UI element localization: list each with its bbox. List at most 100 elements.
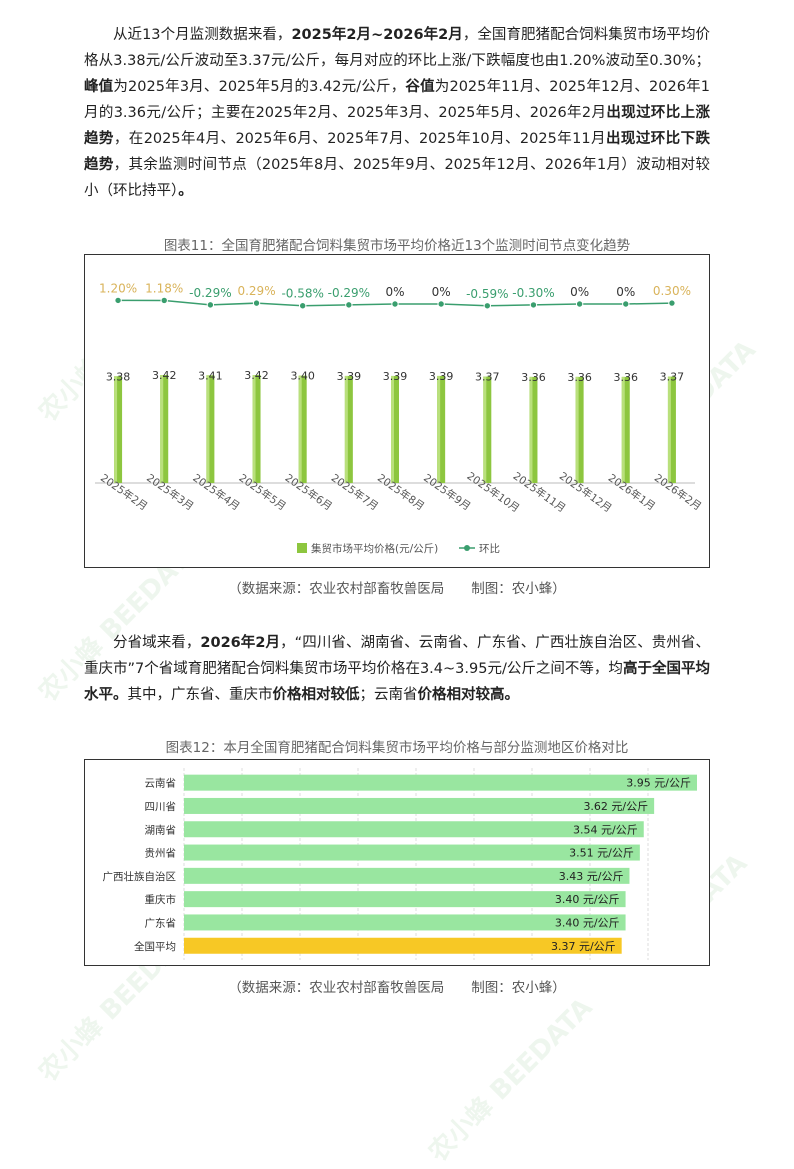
text: 从近13个月监测数据来看，	[113, 27, 292, 43]
price-bar-highlight	[160, 375, 164, 483]
region-value: 3.40 元/公斤	[555, 916, 620, 929]
x-tick-label: 2026年2月	[652, 471, 704, 513]
change-label: -0.58%	[281, 287, 323, 301]
region-value: 3.62 元/公斤	[583, 800, 648, 813]
price-label: 3.39	[429, 370, 454, 383]
region-label: 云南省	[145, 777, 177, 790]
emphasis-text: 价格相对较高。	[417, 687, 520, 703]
price-bar-highlight	[621, 376, 625, 483]
change-point	[529, 301, 538, 309]
intro-paragraph: 从近13个月监测数据来看，2025年2月~2026年2月，全国育肥猪配合饲料集贸…	[84, 22, 710, 204]
region-bar	[184, 774, 697, 791]
price-label: 3.39	[383, 370, 408, 383]
price-bar-highlight	[667, 376, 671, 483]
region-bar	[184, 797, 655, 814]
price-label: 3.37	[660, 371, 685, 384]
region-bar	[184, 937, 622, 954]
price-label: 3.40	[290, 370, 315, 383]
price-label: 3.41	[198, 369, 223, 382]
price-bar	[621, 376, 630, 483]
price-bar	[298, 375, 307, 483]
change-point	[622, 300, 630, 308]
province-paragraph: 分省域来看，2026年2月，“四川省、湖南省、云南省、广东省、广西壮族自治区、贵…	[84, 630, 710, 708]
chart11-source: （数据来源：农业农村部畜牧兽医局 制图：农小蜂）	[228, 581, 566, 597]
price-bar	[391, 375, 399, 483]
text: 其中，广东省、重庆市	[127, 687, 273, 703]
price-bar	[344, 375, 353, 483]
region-value: 3.95 元/公斤	[626, 777, 691, 790]
change-label: 1.20%	[99, 281, 137, 295]
x-tick-label: 2025年2月	[98, 471, 150, 513]
chart12-source: （数据来源：农业农村部畜牧兽医局 制图：农小蜂）	[228, 980, 566, 996]
x-tick-label: 2025年7月	[329, 471, 381, 513]
change-point	[298, 302, 307, 310]
x-tick-label: 2025年3月	[144, 471, 196, 513]
price-bar-highlight	[529, 376, 533, 483]
change-point	[391, 300, 399, 308]
price-bar-highlight	[391, 375, 394, 483]
price-bar-highlight	[437, 375, 441, 483]
price-label: 3.42	[152, 369, 177, 382]
price-label: 3.36	[567, 371, 592, 384]
region-value: 3.43 元/公斤	[559, 870, 624, 883]
region-label: 四川省	[145, 800, 177, 813]
price-bar	[575, 376, 584, 483]
text: ；云南省	[359, 687, 418, 703]
price-bar-highlight	[206, 375, 210, 483]
text: 分省域来看，	[113, 635, 201, 651]
legend-bar-swatch	[297, 543, 307, 553]
change-label: 0%	[432, 285, 451, 299]
legend-bar-label: 集贸市场平均价格(元/公斤)	[311, 542, 438, 555]
price-bar	[483, 376, 492, 483]
change-point	[206, 301, 215, 309]
chart11-frame: 3.38 1.20% 2025年2月 3.42 1.18% 2025年3月 3.41 -0.2…	[84, 254, 710, 568]
chart12-frame: 云南省 3.95 元/公斤 四川省 3.62 元/公斤 湖南省 3.54 元/公斤 贵州省 3…	[84, 759, 710, 966]
change-label: -0.29%	[189, 286, 231, 300]
region-bar	[184, 867, 630, 884]
emphasis-text: 出现过环比上涨趋势	[84, 105, 710, 147]
price-bar-highlight	[114, 376, 118, 483]
region-bar	[184, 821, 644, 838]
emphasis-text: 峰值	[84, 79, 114, 95]
change-label: 0%	[385, 285, 404, 299]
region-bar	[184, 914, 626, 931]
text: ，全国育肥猪配合饲料集贸市场平均价格从3.38元/公斤波动至3.37元/公斤，每…	[84, 27, 710, 69]
region-bar	[184, 844, 640, 861]
region-label: 广东省	[145, 916, 177, 929]
text: ，在2025年4月、2025年6月、2025年7月、2025年10月、2025年…	[113, 131, 606, 147]
price-bar	[252, 375, 261, 483]
change-label: 0.29%	[237, 284, 275, 298]
change-point	[668, 299, 676, 307]
emphasis-text: 2025年2月~2026年2月	[291, 27, 463, 43]
change-point	[483, 302, 492, 310]
price-label: 3.36	[521, 371, 546, 384]
change-label: 0%	[570, 285, 589, 299]
region-value: 3.54 元/公斤	[573, 823, 638, 836]
emphasis-text: 。	[178, 183, 193, 199]
x-tick-label: 2025年4月	[190, 471, 242, 513]
change-point	[575, 300, 584, 308]
price-bar-highlight	[575, 376, 579, 483]
text: ，“四川省、湖南省、云南省、广东省、广西壮族自治区、贵州省、重庆市”7个省域育肥…	[84, 635, 711, 677]
chart11-caption: 图表11：全国育肥猪配合饲料集贸市场平均价格近13个监测时间节点变化趋势	[163, 238, 631, 254]
chart11-svg: 3.38 1.20% 2025年2月 3.42 1.18% 2025年3月 3.41 -0.2…	[95, 281, 704, 555]
emphasis-text: 2026年2月	[200, 635, 281, 651]
price-bar	[667, 376, 676, 483]
change-label: 1.18%	[145, 281, 183, 295]
change-point	[252, 299, 261, 307]
region-label: 广西壮族自治区	[103, 870, 177, 883]
x-tick-label: 2026年1月	[606, 471, 658, 513]
x-tick-label: 2025年5月	[237, 471, 289, 513]
region-label: 湖南省	[145, 823, 177, 836]
change-label: 0%	[616, 285, 635, 299]
region-value: 3.37 元/公斤	[551, 940, 616, 953]
legend-line-label: 环比	[479, 542, 500, 555]
change-label: 0.30%	[653, 284, 691, 298]
change-point	[345, 301, 353, 309]
x-tick-label: 2025年6月	[283, 471, 335, 513]
price-bar-highlight	[344, 375, 348, 483]
change-label: -0.30%	[512, 286, 554, 300]
price-bar	[114, 376, 123, 483]
legend-line-dot	[464, 545, 470, 551]
price-label: 3.37	[475, 371, 500, 384]
